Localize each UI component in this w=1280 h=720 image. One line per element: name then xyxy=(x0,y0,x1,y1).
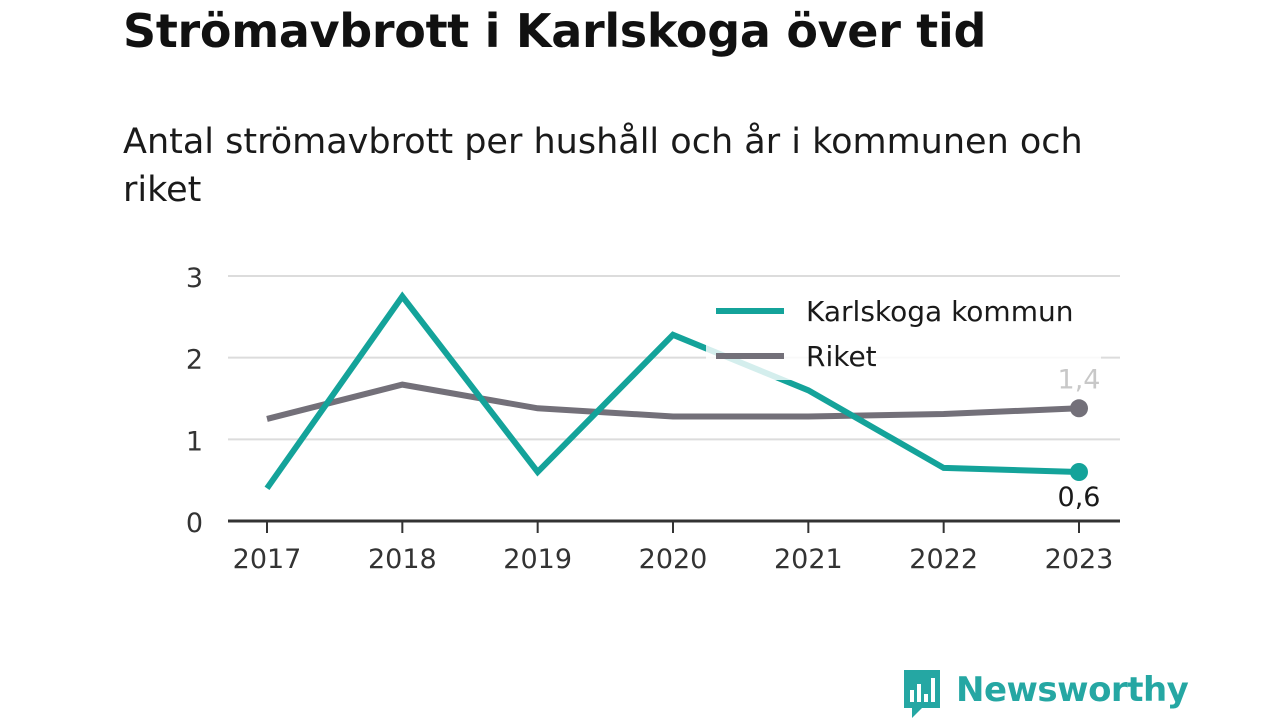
chart-title: Strömavbrott i Karlskoga över tid xyxy=(123,4,987,58)
y-tick-label: 2 xyxy=(186,345,203,376)
chart-subtitle: Antal strömavbrott per hushåll och år i … xyxy=(123,122,1083,210)
series-line-0 xyxy=(264,291,1080,491)
y-tick-label: 3 xyxy=(186,263,203,294)
x-tick-label: 2022 xyxy=(909,544,978,575)
x-tick-label: 2023 xyxy=(1045,544,1114,575)
x-tick-label: 2018 xyxy=(368,544,437,575)
series-end-point-0 xyxy=(1070,463,1088,481)
legend-label: Riket xyxy=(806,340,877,373)
data-labels: 0,6 1,4 xyxy=(1058,364,1101,513)
x-tick-label: 2017 xyxy=(233,544,302,575)
end-value-label-0: 0,6 xyxy=(1058,482,1101,513)
axes: 0 1 2 3 2017 2018 2019 2020 2021 2022 2023 xyxy=(186,263,1120,575)
newsworthy-logo: Newsworthy xyxy=(902,668,1189,720)
x-tick-label: 2020 xyxy=(639,544,708,575)
legend: Karlskoga kommun Riket xyxy=(706,288,1101,380)
legend-label: Karlskoga kommun xyxy=(806,295,1073,328)
x-tick-label: 2021 xyxy=(774,544,843,575)
x-tick-label: 2019 xyxy=(503,544,572,575)
end-value-label-1: 1,4 xyxy=(1058,364,1101,395)
y-tick-label: 0 xyxy=(186,508,203,539)
bar-chart-icon xyxy=(904,670,940,718)
series-lines xyxy=(264,291,1088,491)
legend-background xyxy=(706,288,1101,380)
series-end-point-1 xyxy=(1070,399,1088,418)
logo-text: Newsworthy xyxy=(956,670,1189,710)
y-tick-label: 1 xyxy=(186,426,203,457)
series-line-1 xyxy=(266,381,1080,422)
